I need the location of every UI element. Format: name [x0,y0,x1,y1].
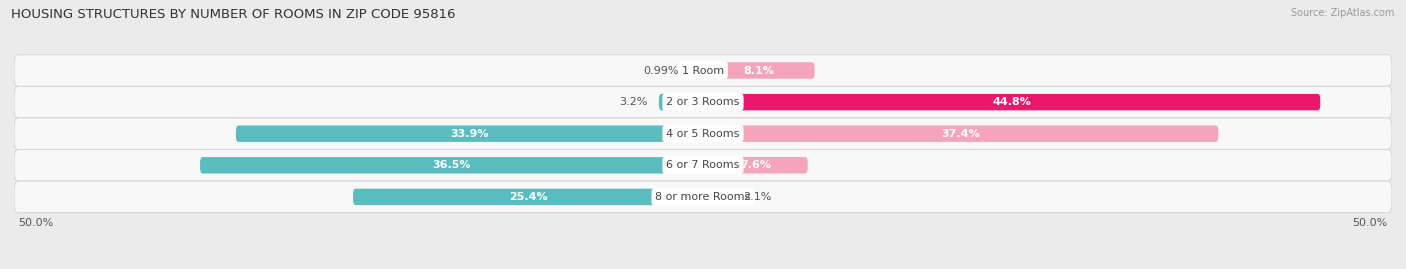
FancyBboxPatch shape [689,62,703,79]
Text: HOUSING STRUCTURES BY NUMBER OF ROOMS IN ZIP CODE 95816: HOUSING STRUCTURES BY NUMBER OF ROOMS IN… [11,8,456,21]
FancyBboxPatch shape [353,189,703,205]
Text: 37.4%: 37.4% [942,129,980,139]
FancyBboxPatch shape [659,94,703,110]
FancyBboxPatch shape [703,126,1219,142]
Text: 25.4%: 25.4% [509,192,547,202]
FancyBboxPatch shape [14,118,1392,150]
FancyBboxPatch shape [14,181,1392,213]
Text: 3.2%: 3.2% [620,97,648,107]
Text: 2 or 3 Rooms: 2 or 3 Rooms [666,97,740,107]
Text: 50.0%: 50.0% [1353,218,1388,228]
Text: Source: ZipAtlas.com: Source: ZipAtlas.com [1291,8,1395,18]
Text: 44.8%: 44.8% [993,97,1031,107]
FancyBboxPatch shape [14,86,1392,118]
FancyBboxPatch shape [14,150,1392,181]
Text: 36.5%: 36.5% [432,160,471,170]
Text: 8 or more Rooms: 8 or more Rooms [655,192,751,202]
FancyBboxPatch shape [236,126,703,142]
Text: 8.1%: 8.1% [744,66,775,76]
Text: 33.9%: 33.9% [450,129,489,139]
FancyBboxPatch shape [703,62,814,79]
Text: 0.99%: 0.99% [643,66,678,76]
FancyBboxPatch shape [703,94,1320,110]
FancyBboxPatch shape [703,157,807,174]
Text: 6 or 7 Rooms: 6 or 7 Rooms [666,160,740,170]
FancyBboxPatch shape [200,157,703,174]
Text: 2.1%: 2.1% [742,192,772,202]
Text: 1 Room: 1 Room [682,66,724,76]
FancyBboxPatch shape [703,189,733,205]
Text: 50.0%: 50.0% [18,218,53,228]
FancyBboxPatch shape [14,55,1392,86]
Text: 4 or 5 Rooms: 4 or 5 Rooms [666,129,740,139]
Text: 7.6%: 7.6% [740,160,770,170]
